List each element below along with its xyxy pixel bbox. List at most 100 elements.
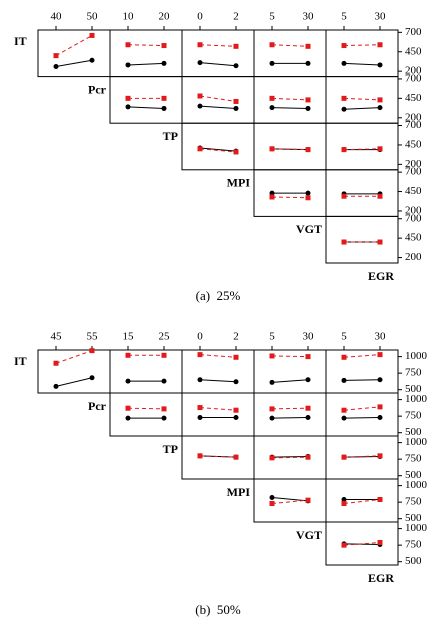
x-tick-label: 30 <box>375 11 387 23</box>
marker <box>233 98 239 104</box>
marker <box>377 497 383 503</box>
series-line <box>271 456 309 459</box>
factor-label: Pcr <box>88 399 107 413</box>
y-tick-label: 200 <box>405 251 422 263</box>
y-tick-label: 200 <box>405 111 422 123</box>
marker <box>53 383 59 389</box>
panel-frame <box>181 76 255 124</box>
panel-frame <box>181 122 255 171</box>
marker <box>377 193 383 199</box>
marker <box>125 62 131 68</box>
marker <box>305 97 311 103</box>
series-line <box>271 97 309 101</box>
marker <box>161 352 167 358</box>
series-line <box>199 455 237 458</box>
panel-frame <box>325 169 399 217</box>
marker <box>197 103 203 109</box>
marker <box>161 406 167 412</box>
series-line <box>199 44 237 47</box>
marker <box>197 42 203 48</box>
x-tick-label: 45 <box>51 331 63 343</box>
series-line <box>199 354 237 358</box>
factor-label: Pcr <box>88 82 107 96</box>
x-tick-label: 30 <box>375 331 387 343</box>
marker <box>233 63 239 69</box>
marker <box>125 405 131 411</box>
marker <box>89 57 95 63</box>
marker <box>233 414 239 420</box>
panel-frame <box>253 478 327 523</box>
marker <box>89 348 95 354</box>
y-tick-label: 700 <box>405 119 422 131</box>
panel-frame <box>325 392 399 437</box>
series-line <box>343 107 381 110</box>
marker <box>125 352 131 358</box>
series-line <box>199 95 237 102</box>
marker <box>197 146 203 152</box>
y-tick-label: 450 <box>405 92 422 104</box>
factor-label: TP <box>163 442 178 456</box>
y-tick-label: 500 <box>405 469 422 481</box>
series-line <box>343 148 381 151</box>
series-line <box>271 148 309 151</box>
y-tick-label: 750 <box>405 496 422 508</box>
series-line <box>199 147 237 152</box>
marker <box>233 407 239 413</box>
y-tick-label: 450 <box>405 138 422 150</box>
marker <box>269 500 275 506</box>
marker <box>269 406 275 412</box>
series-line <box>271 379 309 383</box>
x-tick-label: 25 <box>159 331 171 343</box>
series-line <box>343 62 381 66</box>
x-tick-label: 40 <box>51 11 63 23</box>
marker <box>269 455 275 461</box>
series-line <box>127 62 165 66</box>
panel-frame <box>253 349 327 394</box>
series-line <box>199 407 237 411</box>
panel-frame <box>253 392 327 437</box>
marker <box>305 377 311 383</box>
panel-frame <box>325 521 399 566</box>
factor-label: MPI <box>227 485 251 499</box>
marker <box>305 497 311 503</box>
marker <box>125 42 131 48</box>
marker <box>197 60 203 66</box>
panel-frame <box>37 349 111 394</box>
marker <box>233 454 239 460</box>
marker <box>305 190 311 196</box>
series-line <box>127 44 165 47</box>
y-tick-label: 700 <box>405 212 422 224</box>
series-line <box>55 35 93 57</box>
panel-frame <box>253 76 327 124</box>
x-tick-label: 30 <box>303 331 315 343</box>
marker <box>341 106 347 112</box>
y-tick-label: 500 <box>405 383 422 395</box>
x-tick-label: 5 <box>269 331 275 343</box>
marker <box>377 239 383 245</box>
x-tick-label: 55 <box>87 331 99 343</box>
marker <box>305 43 311 49</box>
panel-frame <box>325 478 399 523</box>
marker <box>233 105 239 111</box>
x-tick-label: 0 <box>197 331 203 343</box>
y-tick-label: 1000 <box>405 350 428 362</box>
marker <box>341 454 347 460</box>
marker <box>305 414 311 420</box>
panel-frame <box>109 29 183 78</box>
marker <box>197 405 203 411</box>
x-tick-label: 30 <box>303 11 315 23</box>
panel-frame <box>325 435 399 480</box>
marker <box>125 104 131 110</box>
factor-label: MPI <box>227 176 251 190</box>
marker <box>341 377 347 383</box>
factor-label: TP <box>163 129 178 143</box>
y-tick-label: 700 <box>405 166 422 178</box>
marker <box>161 60 167 66</box>
y-tick-label: 1000 <box>405 522 428 534</box>
y-tick-label: 700 <box>405 26 422 38</box>
marker <box>269 190 275 196</box>
marker <box>377 404 383 410</box>
y-tick-label: 450 <box>405 185 422 197</box>
y-tick-label: 500 <box>405 512 422 524</box>
